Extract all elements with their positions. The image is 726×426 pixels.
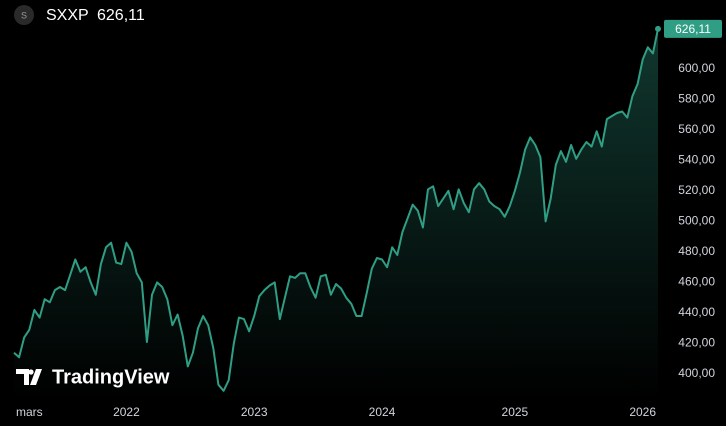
plot [13,28,659,401]
symbol-logo-letter: S [21,10,27,20]
y-tick-label: 600,00 [678,61,715,75]
symbol-logo [14,5,34,25]
x-tick-label: 2022 [113,405,140,419]
y-tick-label: 460,00 [678,275,715,289]
x-tick-label: 2026 [629,405,656,419]
watermark-logo-dot [28,369,34,375]
symbol-title: SXXP [46,7,89,24]
watermark: TradingView [16,366,170,388]
x-tick-label: 2025 [502,405,529,419]
header-price: 626,11 [97,7,145,24]
y-tick-label: 440,00 [678,305,715,319]
x-tick-label: 2023 [241,405,268,419]
y-tick-label: 520,00 [678,183,715,197]
y-tick-label: 400,00 [678,366,715,380]
y-tick-label: 560,00 [678,122,715,136]
price-badge-label: 626,11 [675,22,711,36]
price-badge [664,19,722,38]
y-tick-label: 540,00 [678,152,715,166]
watermark-logo [16,369,42,385]
watermark-text: TradingView [52,366,170,388]
line [13,28,659,392]
x-tick-label: mars [16,405,43,419]
y-tick-label: 420,00 [678,336,715,350]
area [14,28,658,401]
last-point [655,25,661,32]
y-tick-label: 500,00 [678,214,715,228]
y-tick-label: 580,00 [678,91,715,105]
y-tick-label: 480,00 [678,244,715,258]
x-tick-label: 2024 [369,405,396,419]
